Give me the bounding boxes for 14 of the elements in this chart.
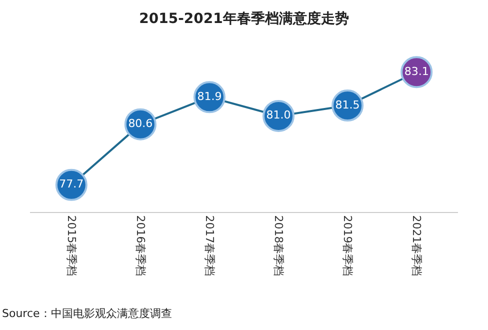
x-tick-label: 2021春季档 [410, 215, 424, 276]
data-label: 83.1 [404, 64, 429, 78]
x-tick-label: 2016春季档 [134, 215, 147, 276]
data-label: 81.9 [197, 90, 222, 103]
data-label: 77.7 [59, 178, 84, 191]
chart-title: 2015-2021年春季档满意度走势 [139, 10, 349, 27]
data-label: 80.6 [128, 117, 153, 130]
source-note: Source：中国电影观众满意度调查 [2, 307, 172, 320]
data-label: 81.5 [335, 98, 360, 112]
x-tick-label: 2017春季档 [202, 215, 216, 276]
x-tick-label: 2019春季档 [340, 215, 354, 276]
x-tick-label: 2018春季档 [272, 215, 285, 276]
data-label: 81.0 [266, 108, 291, 122]
x-tick-label: 2015春季档 [64, 215, 78, 276]
